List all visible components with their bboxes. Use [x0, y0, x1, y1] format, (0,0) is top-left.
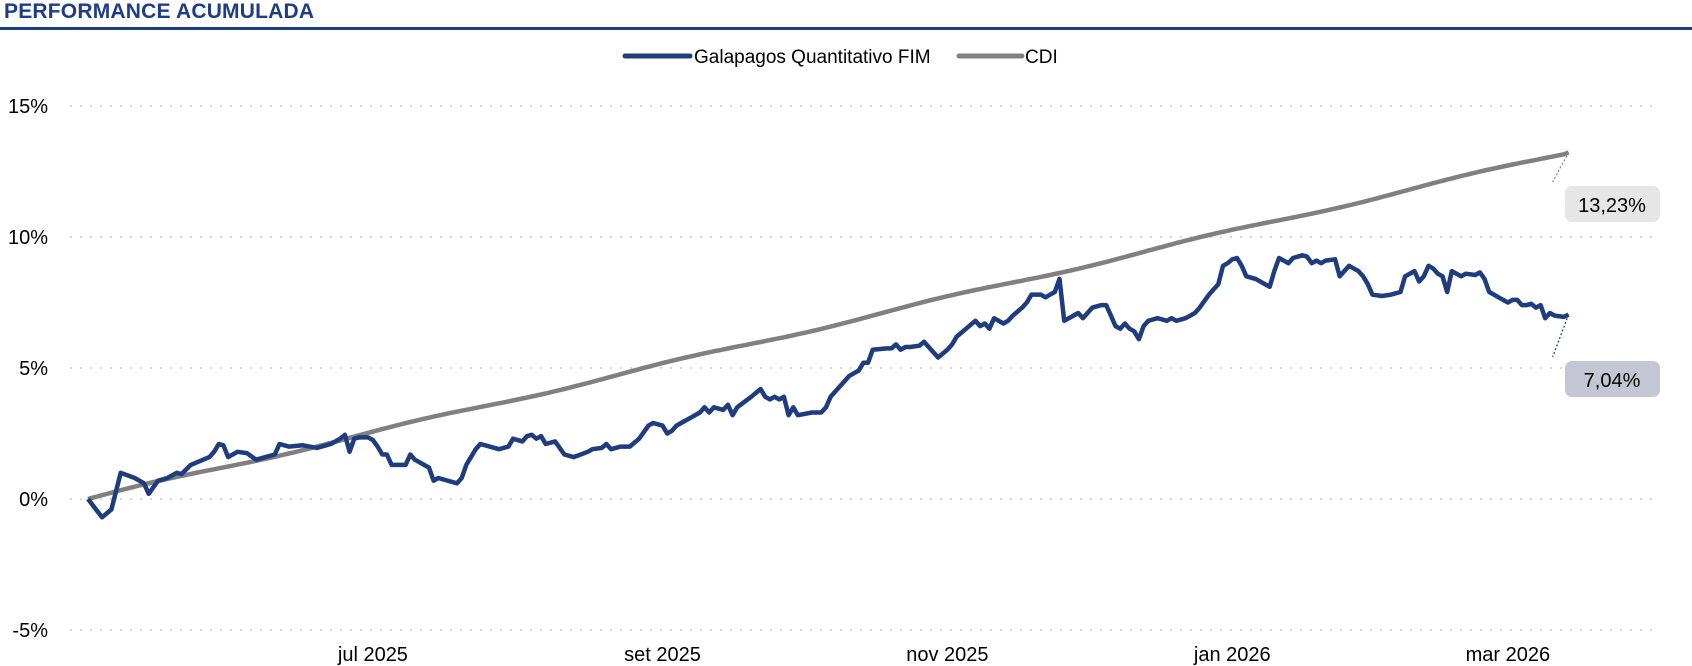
fund-leader — [1552, 314, 1570, 358]
fund-line — [86, 253, 1570, 520]
x-tick-label: nov 2025 — [906, 644, 988, 666]
y-tick-label: 15% — [8, 96, 48, 118]
legend: Galapagos Quantitativo FIM CDI — [622, 47, 1058, 68]
fund-label-box — [1565, 361, 1660, 397]
y-tick-label: 5% — [19, 358, 48, 380]
x-tick-label: jan 2026 — [1193, 644, 1271, 666]
cdi-leader — [1552, 152, 1570, 183]
cdi-label-box — [1565, 186, 1660, 222]
x-tick-label: mar 2026 — [1466, 644, 1551, 666]
y-tick-label: -5% — [12, 620, 48, 642]
end-labels: 13,23% 7,04% — [1552, 152, 1660, 397]
x-tick-label: jul 2025 — [337, 644, 408, 666]
cdi-label: 13,23% — [1578, 195, 1646, 217]
legend-label-fund: Galapagos Quantitativo FIM — [694, 47, 931, 68]
y-tick-label: 0% — [19, 489, 48, 511]
title-underline — [0, 27, 1692, 30]
series-lines — [86, 150, 1570, 520]
x-axis-ticks: jul 2025 set 2025 nov 2025 jan 2026 mar 2026 — [337, 644, 1550, 666]
x-tick-label: set 2025 — [624, 644, 701, 666]
fund-label: 7,04% — [1584, 370, 1641, 392]
y-axis-ticks: 15% 10% 5% 0% -5% — [8, 96, 48, 642]
page-title: PERFORMANCE ACUMULADA — [4, 0, 315, 23]
legend-label-cdi: CDI — [1025, 47, 1058, 68]
y-tick-label: 10% — [8, 227, 48, 249]
